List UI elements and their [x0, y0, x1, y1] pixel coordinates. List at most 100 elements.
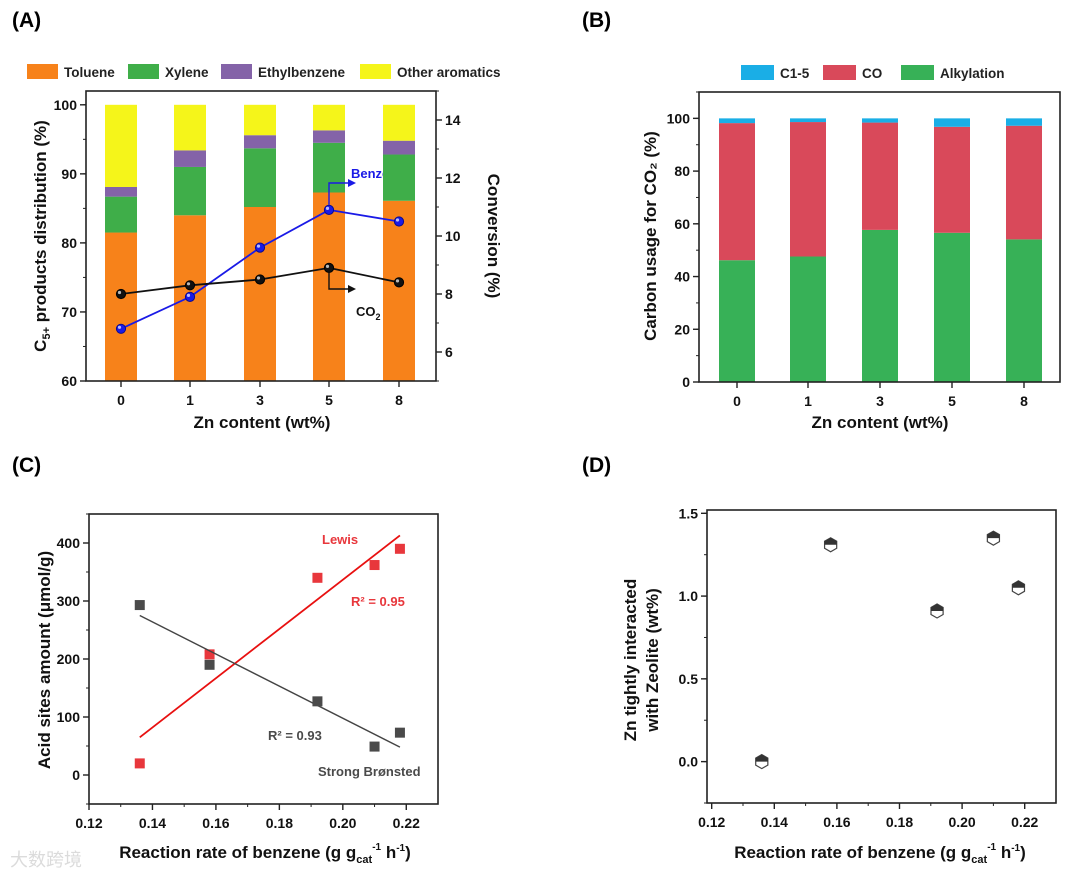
a-legend-swatch — [128, 64, 159, 79]
a-ylabel-right: Conversion (%) — [484, 174, 503, 299]
b-xtick-label: 3 — [876, 393, 884, 409]
d-ytick-label: 0.0 — [679, 754, 699, 770]
b-bar-alkylation — [934, 232, 970, 382]
a-legend-swatch — [221, 64, 252, 79]
c-xlabel-a: Reaction rate of benzene (g g — [119, 843, 356, 862]
b-ytick-label: 60 — [674, 216, 690, 232]
b-legend-swatch — [901, 65, 934, 80]
b-legend-label: Alkylation — [940, 66, 1005, 81]
d-xtick-label: 0.16 — [823, 814, 850, 830]
d-xlabel-sup1: -1 — [987, 842, 996, 853]
a-bar-ethylbenzene — [383, 140, 415, 155]
c-ytick-label: 400 — [57, 535, 81, 551]
d-plot-frame — [706, 509, 1057, 804]
c-ytick-label: 100 — [57, 709, 81, 725]
c-xlabel: Reaction rate of benzene (g gcat-1 h-1) — [119, 842, 411, 866]
a-marker-highlight — [395, 218, 400, 222]
c-xlabel-sup1: -1 — [372, 842, 381, 853]
a-marker-highlight — [117, 325, 122, 329]
b-bar-co — [934, 126, 970, 233]
a-marker-highlight — [325, 264, 330, 268]
a-marker-benzene — [115, 323, 127, 334]
b-bar-co — [1006, 125, 1042, 240]
c-point-bronsted — [204, 659, 215, 670]
panel-d-plot: 0.0 0.5 1.0 1.5 0.12 0.14 0.16 0.18 0.20 0.22 — [679, 505, 1057, 830]
a-marker-co2 — [393, 277, 405, 288]
a-co2-arrowhead — [348, 285, 356, 293]
c-xtick-label: 0.20 — [329, 815, 356, 831]
a-ytick-label: 90 — [61, 166, 77, 182]
b-xtick-label: 0 — [733, 393, 741, 409]
a-bar-other-aromatics — [313, 104, 345, 131]
a-right-ytick-label: 6 — [445, 344, 453, 360]
b-bar-c1-5 — [862, 118, 898, 123]
a-bar-ethylbenzene — [313, 130, 345, 143]
a-bar-ethylbenzene — [105, 186, 137, 197]
b-bar-alkylation — [790, 256, 826, 382]
a-xtick-label: 3 — [256, 392, 264, 408]
c-xtick-label: 0.22 — [393, 815, 420, 831]
c-lewis-r2: R² = 0.95 — [351, 594, 405, 609]
b-bar-alkylation — [719, 260, 755, 382]
a-bar-other-aromatics — [383, 104, 415, 141]
d-ylabel-line2: with Zeolite (wt%) — [643, 588, 662, 733]
b-ylabel: Carbon usage for CO₂ (%) — [641, 131, 660, 341]
a-co2-main: CO — [356, 304, 376, 319]
a-marker-highlight — [325, 206, 330, 210]
a-right-ytick-label: 10 — [445, 228, 461, 244]
b-bar-alkylation — [862, 229, 898, 382]
a-bar-toluene — [383, 200, 415, 381]
a-xlabel: Zn content (wt%) — [194, 413, 331, 432]
d-xtick-label: 0.12 — [698, 814, 725, 830]
a-bar-other-aromatics — [174, 104, 206, 151]
a-right-ytick-label: 12 — [445, 170, 461, 186]
d-xlabel-c: ) — [1020, 843, 1026, 862]
a-legend-swatch — [360, 64, 391, 79]
a-ylabel: C5+ products distribution (%) — [31, 120, 53, 352]
c-xtick-label: 0.18 — [266, 815, 293, 831]
a-ylabel-main: C — [31, 340, 50, 352]
c-point-lewis — [369, 560, 380, 571]
a-right-ytick-label: 14 — [445, 112, 461, 128]
a-marker-co2 — [323, 262, 335, 273]
a-bar-xylene — [244, 148, 276, 207]
d-xlabel-b: h — [996, 843, 1011, 862]
a-legend-label: Toluene — [64, 65, 115, 80]
a-xtick-label: 1 — [186, 392, 194, 408]
panel-label-d: (D) — [582, 454, 611, 477]
d-point-fill — [987, 531, 1000, 539]
a-marker-benzene — [184, 291, 196, 302]
a-ytick-label: 100 — [54, 97, 78, 113]
a-co2-label: CO2 — [356, 304, 381, 322]
b-bar-co — [862, 122, 898, 230]
c-point-bronsted — [394, 727, 405, 738]
c-point-bronsted — [312, 696, 323, 707]
b-plot-frame — [698, 91, 1061, 383]
a-marker-benzene — [323, 204, 335, 215]
b-ytick-label: 0 — [682, 374, 690, 390]
c-ytick-label: 300 — [57, 593, 81, 609]
c-point-lewis — [204, 649, 215, 660]
c-point-lewis — [134, 758, 145, 769]
c-xtick-label: 0.16 — [202, 815, 229, 831]
b-ytick-label: 20 — [674, 321, 690, 337]
d-xlabel-sup2: -1 — [1011, 843, 1020, 854]
b-ytick-label: 80 — [674, 163, 690, 179]
a-marker-highlight — [117, 290, 122, 295]
panel-c-plot: 0 100 200 300 400 0.12 0.14 0.16 0.18 0.20 0.22 — [57, 513, 439, 831]
d-xtick-label: 0.20 — [948, 814, 975, 830]
b-ytick-label: 40 — [674, 269, 690, 285]
b-legend-swatch — [741, 65, 774, 80]
a-co2-sub: 2 — [376, 312, 381, 322]
d-ytick-label: 1.5 — [679, 505, 699, 521]
a-bar-xylene — [174, 166, 206, 216]
a-bar-toluene — [105, 232, 137, 381]
watermark: 大数跨境 — [10, 850, 82, 870]
b-legend-label: C1-5 — [780, 66, 810, 81]
d-point-fill — [1012, 580, 1025, 588]
panel-label-a: (A) — [12, 9, 41, 32]
d-xlabel: Reaction rate of benzene (g gcat-1 h-1) — [734, 842, 1026, 866]
d-ylabel-line1: Zn tightly interacted — [621, 579, 640, 741]
d-ytick-label: 1.0 — [679, 588, 699, 604]
